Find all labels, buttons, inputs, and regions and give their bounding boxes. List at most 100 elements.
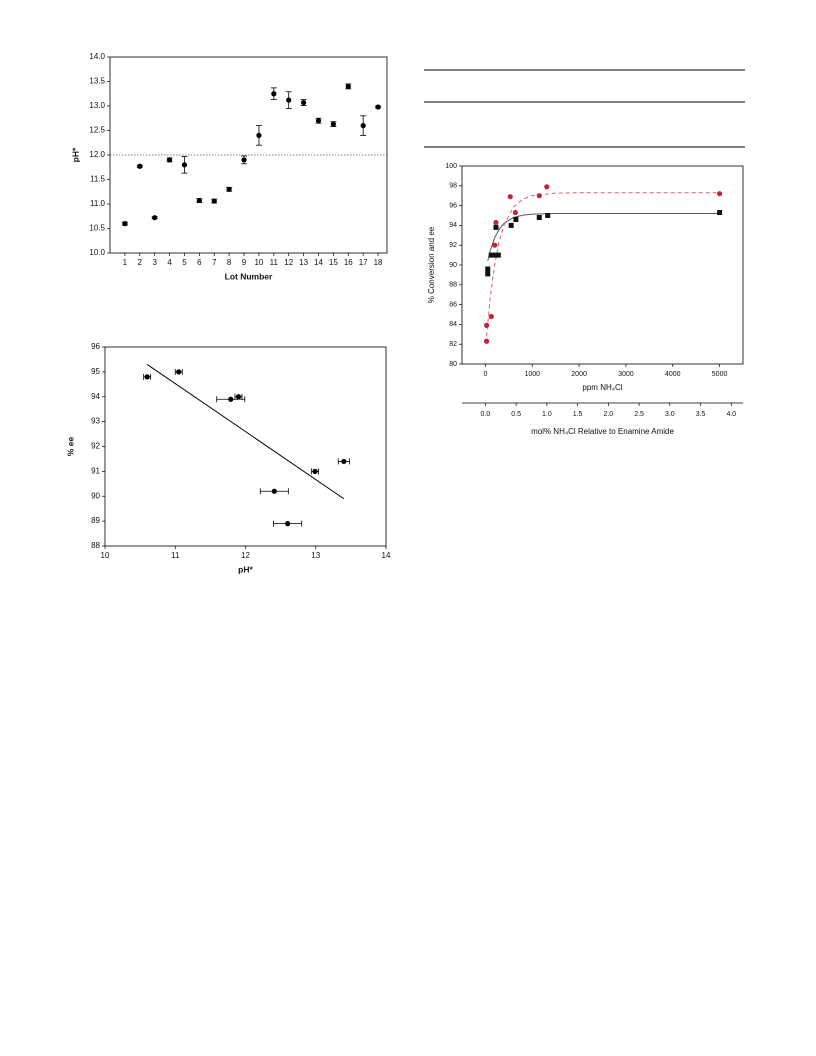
data-point [286,97,292,103]
x-tick-label: 4000 [665,371,681,378]
data-point [241,157,247,163]
data-point [493,224,499,230]
x-tick-label: 12 [284,258,293,267]
y-tick-label: 12.0 [89,150,105,159]
x-tick-label: 1000 [524,371,540,378]
data-point [341,458,347,465]
x2-tick-label: 2.0 [603,411,613,418]
data-point [512,209,518,216]
plot-frame [461,165,744,365]
data-point [483,338,490,344]
x-tick-label: 17 [359,258,368,267]
x-tick-label: 1 [123,258,128,267]
data-point [492,252,498,258]
data-point [545,213,551,218]
y-tick-label: 89 [91,516,100,525]
x-tick-label: 13 [299,258,308,267]
y-tick-label: 91 [91,466,100,475]
y-tick-label: 98 [449,183,457,190]
data-point [330,121,336,127]
x2-tick-label: 1.5 [573,411,583,418]
y-tick-label: 10.5 [89,224,105,233]
x2-tick-label: 3.5 [696,411,706,418]
data-point [211,198,217,204]
data-point [345,83,351,89]
x-tick-label: 3 [152,258,157,267]
data-point [508,222,514,228]
x-tick-label: 6 [197,258,202,267]
x-tick-label: 2 [138,258,143,267]
data-point [483,322,490,328]
x2-tick-label: 0.0 [480,411,490,418]
fit-line [146,364,345,500]
data-point [492,242,498,248]
data-point [228,396,234,402]
data-point [256,132,262,138]
y-tick-label: 95 [91,367,100,376]
y-tick-label: 96 [449,202,457,209]
data-point [285,521,291,527]
y-tick-label: 10.0 [89,248,105,257]
x-tick-label: 13 [311,551,320,560]
x-tick-label: 10 [254,258,263,267]
data-point [166,157,173,163]
x-tick-label: 14 [382,551,391,560]
data-point [493,219,499,226]
y-tick-label: 11.0 [90,199,106,208]
y-tick-label: 86 [449,301,457,308]
y-tick-label: 92 [449,242,457,249]
y-tick-label: 88 [91,541,100,550]
data-point [176,369,182,375]
data-point [488,313,494,320]
data-point [271,91,277,97]
data-point [485,271,491,277]
y-tick-label: 94 [91,392,100,401]
y-tick-label: 88 [449,282,457,289]
y-tick-label: 90 [91,491,100,500]
data-point [536,214,542,220]
x2-tick-label: 1.0 [542,411,552,418]
y-tick-label: 100 [445,163,457,170]
data-point [513,216,519,222]
x-tick-label: 18 [374,258,383,267]
data-point [315,118,322,124]
x-axis-title: ppm NH₄Cl [582,383,622,392]
data-point [544,184,550,190]
data-point [312,468,318,474]
y-tick-label: 94 [449,222,457,229]
x-tick-label: 5000 [712,371,728,378]
y-axis-title: pH* [70,147,80,162]
data-point [717,210,723,216]
x-tick-label: 10 [101,551,110,560]
x-tick-label: 7 [212,258,217,267]
y-tick-label: 12.5 [89,126,105,135]
y-axis-title: % ee [65,437,75,457]
data-point [271,488,277,494]
data-point [122,221,128,227]
y-tick-label: 82 [449,341,457,348]
data-point [301,99,307,106]
y-tick-label: 13.0 [89,101,105,110]
x2-tick-label: 0.5 [511,411,521,418]
y-tick-label: 13.5 [89,77,105,86]
data-point [137,163,143,169]
data-point [181,162,188,168]
x-tick-label: 8 [227,258,232,267]
x-tick-label: 2000 [571,371,587,378]
data-point [495,252,501,258]
fit-line [487,213,720,261]
dashed-fit-curve [486,192,720,337]
y-tick-label: 92 [91,442,100,451]
y-tick-label: 80 [449,361,457,368]
x-axis-title: pH* [238,564,253,574]
x-tick-label: 15 [329,258,338,267]
y-tick-label: 93 [91,417,100,426]
data-point [360,123,366,129]
x2-axis-title: mol% NH₄Cl Relative to Enamine Amide [531,427,674,436]
data-point [485,266,491,272]
x-tick-label: 11 [171,551,180,560]
y-tick-label: 14.0 [89,52,105,61]
x-tick-label: 0 [483,371,487,378]
x-axis-title: Lot Number [225,271,273,281]
